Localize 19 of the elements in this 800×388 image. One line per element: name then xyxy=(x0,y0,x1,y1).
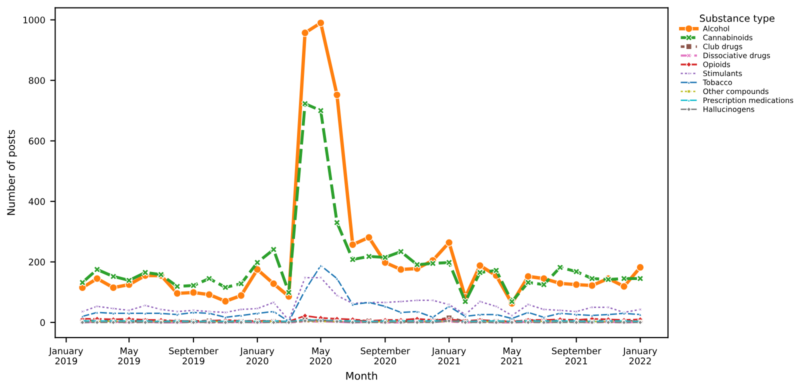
x-tick-label: January 2022 xyxy=(622,348,658,364)
y-axis-title: Number of posts xyxy=(6,130,17,215)
y-tick-label: 0 xyxy=(40,319,45,326)
x-tick-label: May 2020 xyxy=(310,348,332,364)
x-tick-label: September 2020 xyxy=(360,347,410,364)
x-tick-label: January 2021 xyxy=(431,348,466,364)
x-axis-title: Month xyxy=(346,372,378,380)
y-tick-label: 1000 xyxy=(23,16,45,24)
legend-title: Substance type xyxy=(700,14,774,24)
x-tick-label: January 2019 xyxy=(48,348,84,364)
y-tick-label: 800 xyxy=(28,77,45,84)
x-tick-label: September 2019 xyxy=(169,347,218,364)
y-tick-label: 400 xyxy=(28,198,45,205)
x-tick-label: September 2021 xyxy=(552,347,602,364)
x-tick-label: May 2019 xyxy=(118,348,140,364)
x-tick-label: January 2020 xyxy=(240,348,274,364)
y-tick-label: 600 xyxy=(28,138,45,144)
y-tick-label: 200 xyxy=(28,258,45,266)
x-tick-label: May 2021 xyxy=(501,348,523,364)
